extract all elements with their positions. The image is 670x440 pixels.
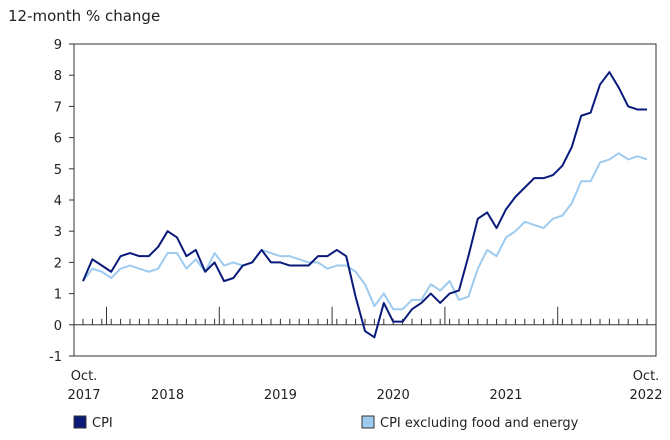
- y-tick-label: 9: [54, 38, 62, 53]
- legend-swatch: [73, 415, 87, 429]
- y-tick-label: 1: [54, 288, 62, 303]
- legend-swatch: [361, 415, 375, 429]
- y-tick-label: 2: [54, 256, 62, 271]
- y-axis: -1 0 1 2 3 4 5 6 7 8 9: [49, 38, 74, 365]
- x-tick-label-month: Oct.: [71, 369, 98, 384]
- x-tick-label-year: 2019: [264, 388, 297, 403]
- y-tick-label: 7: [54, 100, 62, 115]
- y-tick-label: 6: [54, 132, 62, 147]
- x-axis: Oct. 2017 2018 2019 2020 2021 Oct. 2022: [67, 306, 663, 403]
- x-tick-label-year: 2021: [489, 388, 522, 403]
- legend: CPI CPI excluding food and energy: [73, 415, 579, 431]
- y-tick-label: 4: [54, 194, 62, 209]
- legend-label: CPI: [92, 416, 113, 431]
- series-line-cpi-excluding-food-and-energy: [82, 152, 648, 311]
- x-tick-label-year: 2018: [151, 388, 184, 403]
- plot-border: [73, 43, 657, 357]
- x-tick-label-year: 2020: [377, 388, 410, 403]
- series-line-cpi: [82, 71, 647, 339]
- y-tick-label: 0: [54, 319, 62, 334]
- legend-label: CPI excluding food and energy: [380, 416, 579, 431]
- x-tick-label-month: Oct.: [633, 369, 660, 384]
- y-axis-label: 12-month % change: [8, 7, 160, 25]
- y-tick-label: -1: [49, 350, 62, 365]
- plot-area: [73, 43, 657, 357]
- y-tick-label: 5: [54, 163, 62, 178]
- series-lines: [82, 71, 648, 339]
- x-tick-label-year: 2017: [67, 388, 100, 403]
- y-tick-label: 8: [54, 69, 62, 84]
- y-tick-label: 3: [54, 225, 62, 240]
- x-tick-label-year: 2022: [629, 388, 662, 403]
